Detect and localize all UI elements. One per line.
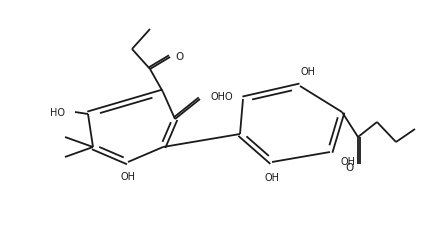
Text: O: O: [346, 162, 354, 172]
Text: OH: OH: [340, 156, 355, 166]
Text: OH: OH: [301, 67, 315, 77]
Text: HO: HO: [50, 108, 65, 118]
Text: OH: OH: [265, 172, 279, 182]
Text: OHO: OHO: [211, 92, 233, 102]
Text: O: O: [175, 52, 183, 62]
Text: OH: OH: [120, 171, 136, 181]
